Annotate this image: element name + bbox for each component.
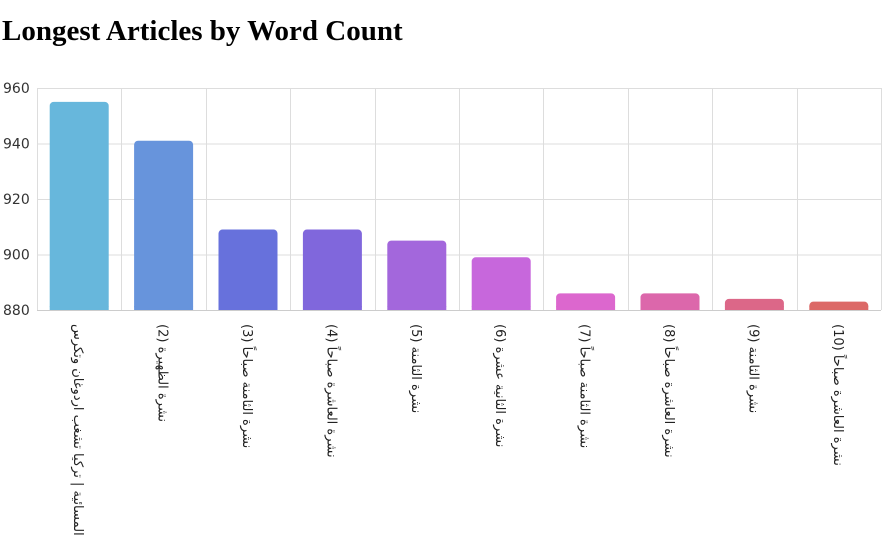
bar-base	[809, 306, 869, 310]
x-tick-label: نشرة الثامنة صباحاً (7)	[577, 324, 595, 448]
x-tick-label: نشرة الثامنة (5)	[408, 324, 423, 413]
bar-base	[49, 306, 109, 310]
chart-title: Longest Articles by Word Count	[2, 15, 403, 47]
bar-base	[387, 306, 447, 310]
bar	[218, 229, 278, 310]
bar-base	[218, 306, 278, 310]
bar-base	[134, 306, 194, 310]
x-tick-label: نشرة الظهيرة (2)	[155, 324, 170, 422]
bar	[556, 293, 616, 310]
bar	[134, 140, 194, 310]
x-tick-label: نشرة الثامنة صباحاً (3)	[239, 324, 257, 448]
bar	[49, 101, 109, 310]
y-tick-label: 900	[3, 248, 30, 264]
x-tick-label: نشرة الثامنة (9)	[745, 324, 760, 413]
y-tick-label: 960	[3, 81, 30, 97]
x-tick-label: نشرة العاشرة صباحاً (4)	[323, 324, 341, 458]
x-tick-label: نشرة العاشرة صباحاً (10)	[830, 324, 848, 466]
bar	[471, 257, 531, 310]
y-tick-label: 880	[3, 303, 30, 319]
bar-base	[640, 306, 700, 310]
bar-base	[471, 306, 531, 310]
x-tick-label: نشرة الثانية عشرة (6)	[492, 324, 507, 447]
tick-labels: 880 900 920 940 960 المسائية | تركيا تشغب ارد…	[3, 81, 848, 536]
bar	[302, 229, 362, 310]
x-tick-label: المسائية | تركيا تشغب اردوغان وتكرس	[70, 324, 85, 536]
bar	[640, 293, 700, 310]
bars	[49, 101, 869, 310]
bar-base	[556, 306, 616, 310]
y-tick-label: 920	[3, 192, 30, 208]
bar	[387, 240, 447, 310]
x-tick-label: نشرة العاشرة صباحاً (8)	[661, 324, 679, 458]
y-tick-label: 940	[3, 137, 30, 153]
bar-base	[302, 306, 362, 310]
bar-base	[724, 306, 784, 310]
